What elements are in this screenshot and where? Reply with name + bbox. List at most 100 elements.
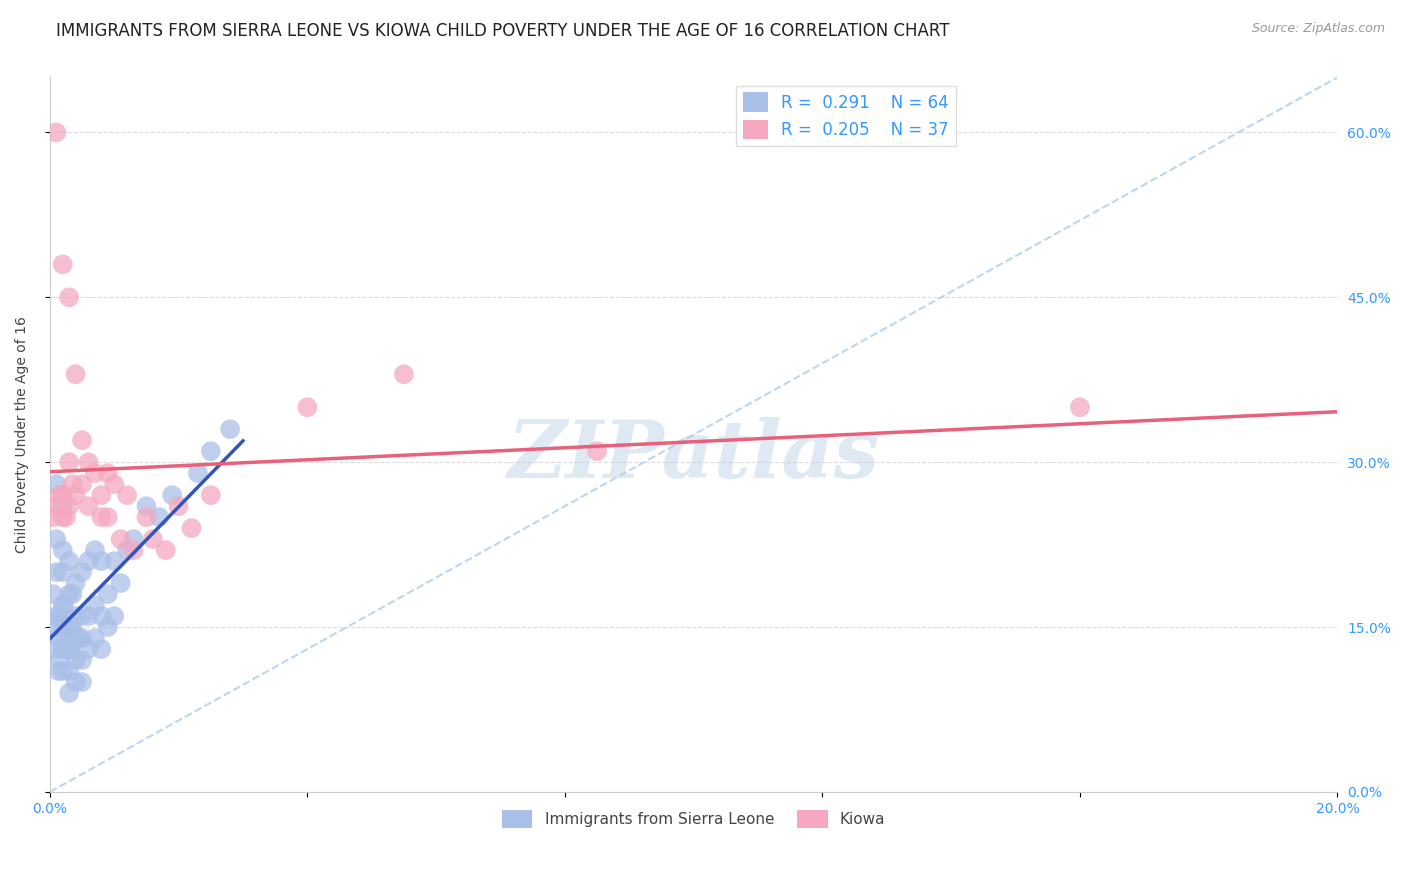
- Point: [52, 598, 75, 612]
- Point: [297, 401, 319, 415]
- Point: [110, 532, 132, 546]
- Point: [90, 554, 112, 568]
- Point: [55, 609, 77, 624]
- Point: [97, 466, 120, 480]
- Point: [58, 620, 80, 634]
- Point: [90, 510, 112, 524]
- Point: [90, 609, 112, 624]
- Point: [55, 510, 77, 524]
- Point: [155, 543, 177, 558]
- Point: [67, 631, 90, 645]
- Point: [52, 499, 75, 513]
- Y-axis label: Child Poverty Under the Age of 16: Child Poverty Under the Age of 16: [15, 317, 30, 553]
- Point: [103, 609, 125, 624]
- Point: [167, 499, 190, 513]
- Point: [586, 444, 609, 458]
- Point: [52, 543, 75, 558]
- Point: [200, 444, 222, 458]
- Point: [53, 598, 76, 612]
- Point: [1069, 401, 1091, 415]
- Point: [70, 675, 93, 690]
- Point: [48, 631, 70, 645]
- Point: [65, 653, 87, 667]
- Point: [70, 609, 93, 624]
- Point: [45, 620, 67, 634]
- Point: [77, 609, 100, 624]
- Point: [42, 510, 65, 524]
- Point: [200, 488, 222, 502]
- Point: [110, 576, 132, 591]
- Point: [160, 488, 183, 502]
- Point: [58, 686, 80, 700]
- Point: [83, 598, 105, 612]
- Point: [52, 620, 75, 634]
- Point: [60, 587, 83, 601]
- Point: [65, 576, 87, 591]
- Point: [60, 620, 83, 634]
- Text: Source: ZipAtlas.com: Source: ZipAtlas.com: [1251, 22, 1385, 36]
- Point: [148, 510, 170, 524]
- Point: [187, 466, 209, 480]
- Point: [58, 664, 80, 678]
- Point: [65, 609, 87, 624]
- Point: [45, 532, 67, 546]
- Point: [65, 631, 87, 645]
- Text: ZIPatlas: ZIPatlas: [508, 417, 880, 495]
- Point: [77, 499, 100, 513]
- Point: [45, 499, 67, 513]
- Point: [46, 664, 69, 678]
- Point: [58, 554, 80, 568]
- Point: [52, 257, 75, 271]
- Point: [52, 664, 75, 678]
- Point: [52, 565, 75, 579]
- Point: [48, 488, 70, 502]
- Point: [142, 532, 165, 546]
- Legend: Immigrants from Sierra Leone, Kiowa: Immigrants from Sierra Leone, Kiowa: [496, 804, 891, 834]
- Point: [70, 653, 93, 667]
- Point: [219, 422, 242, 436]
- Point: [77, 642, 100, 657]
- Point: [70, 631, 93, 645]
- Point: [115, 488, 138, 502]
- Point: [70, 477, 93, 491]
- Point: [90, 642, 112, 657]
- Point: [122, 543, 145, 558]
- Point: [70, 565, 93, 579]
- Point: [58, 455, 80, 469]
- Point: [58, 499, 80, 513]
- Point: [115, 543, 138, 558]
- Point: [65, 368, 87, 382]
- Point: [180, 521, 202, 535]
- Point: [90, 488, 112, 502]
- Text: IMMIGRANTS FROM SIERRA LEONE VS KIOWA CHILD POVERTY UNDER THE AGE OF 16 CORRELAT: IMMIGRANTS FROM SIERRA LEONE VS KIOWA CH…: [56, 22, 949, 40]
- Point: [45, 565, 67, 579]
- Point: [60, 477, 83, 491]
- Point: [58, 587, 80, 601]
- Point: [70, 433, 93, 447]
- Point: [45, 125, 67, 139]
- Point: [45, 609, 67, 624]
- Point: [42, 587, 65, 601]
- Point: [103, 554, 125, 568]
- Point: [392, 368, 415, 382]
- Point: [77, 455, 100, 469]
- Point: [53, 642, 76, 657]
- Point: [45, 477, 67, 491]
- Point: [44, 642, 66, 657]
- Point: [48, 609, 70, 624]
- Point: [97, 587, 120, 601]
- Point: [77, 554, 100, 568]
- Point: [97, 620, 120, 634]
- Point: [52, 642, 75, 657]
- Point: [59, 642, 82, 657]
- Point: [135, 510, 157, 524]
- Point: [55, 631, 77, 645]
- Point: [58, 642, 80, 657]
- Point: [65, 488, 87, 502]
- Point: [58, 290, 80, 304]
- Point: [83, 466, 105, 480]
- Point: [83, 543, 105, 558]
- Point: [83, 631, 105, 645]
- Point: [52, 488, 75, 502]
- Point: [48, 653, 70, 667]
